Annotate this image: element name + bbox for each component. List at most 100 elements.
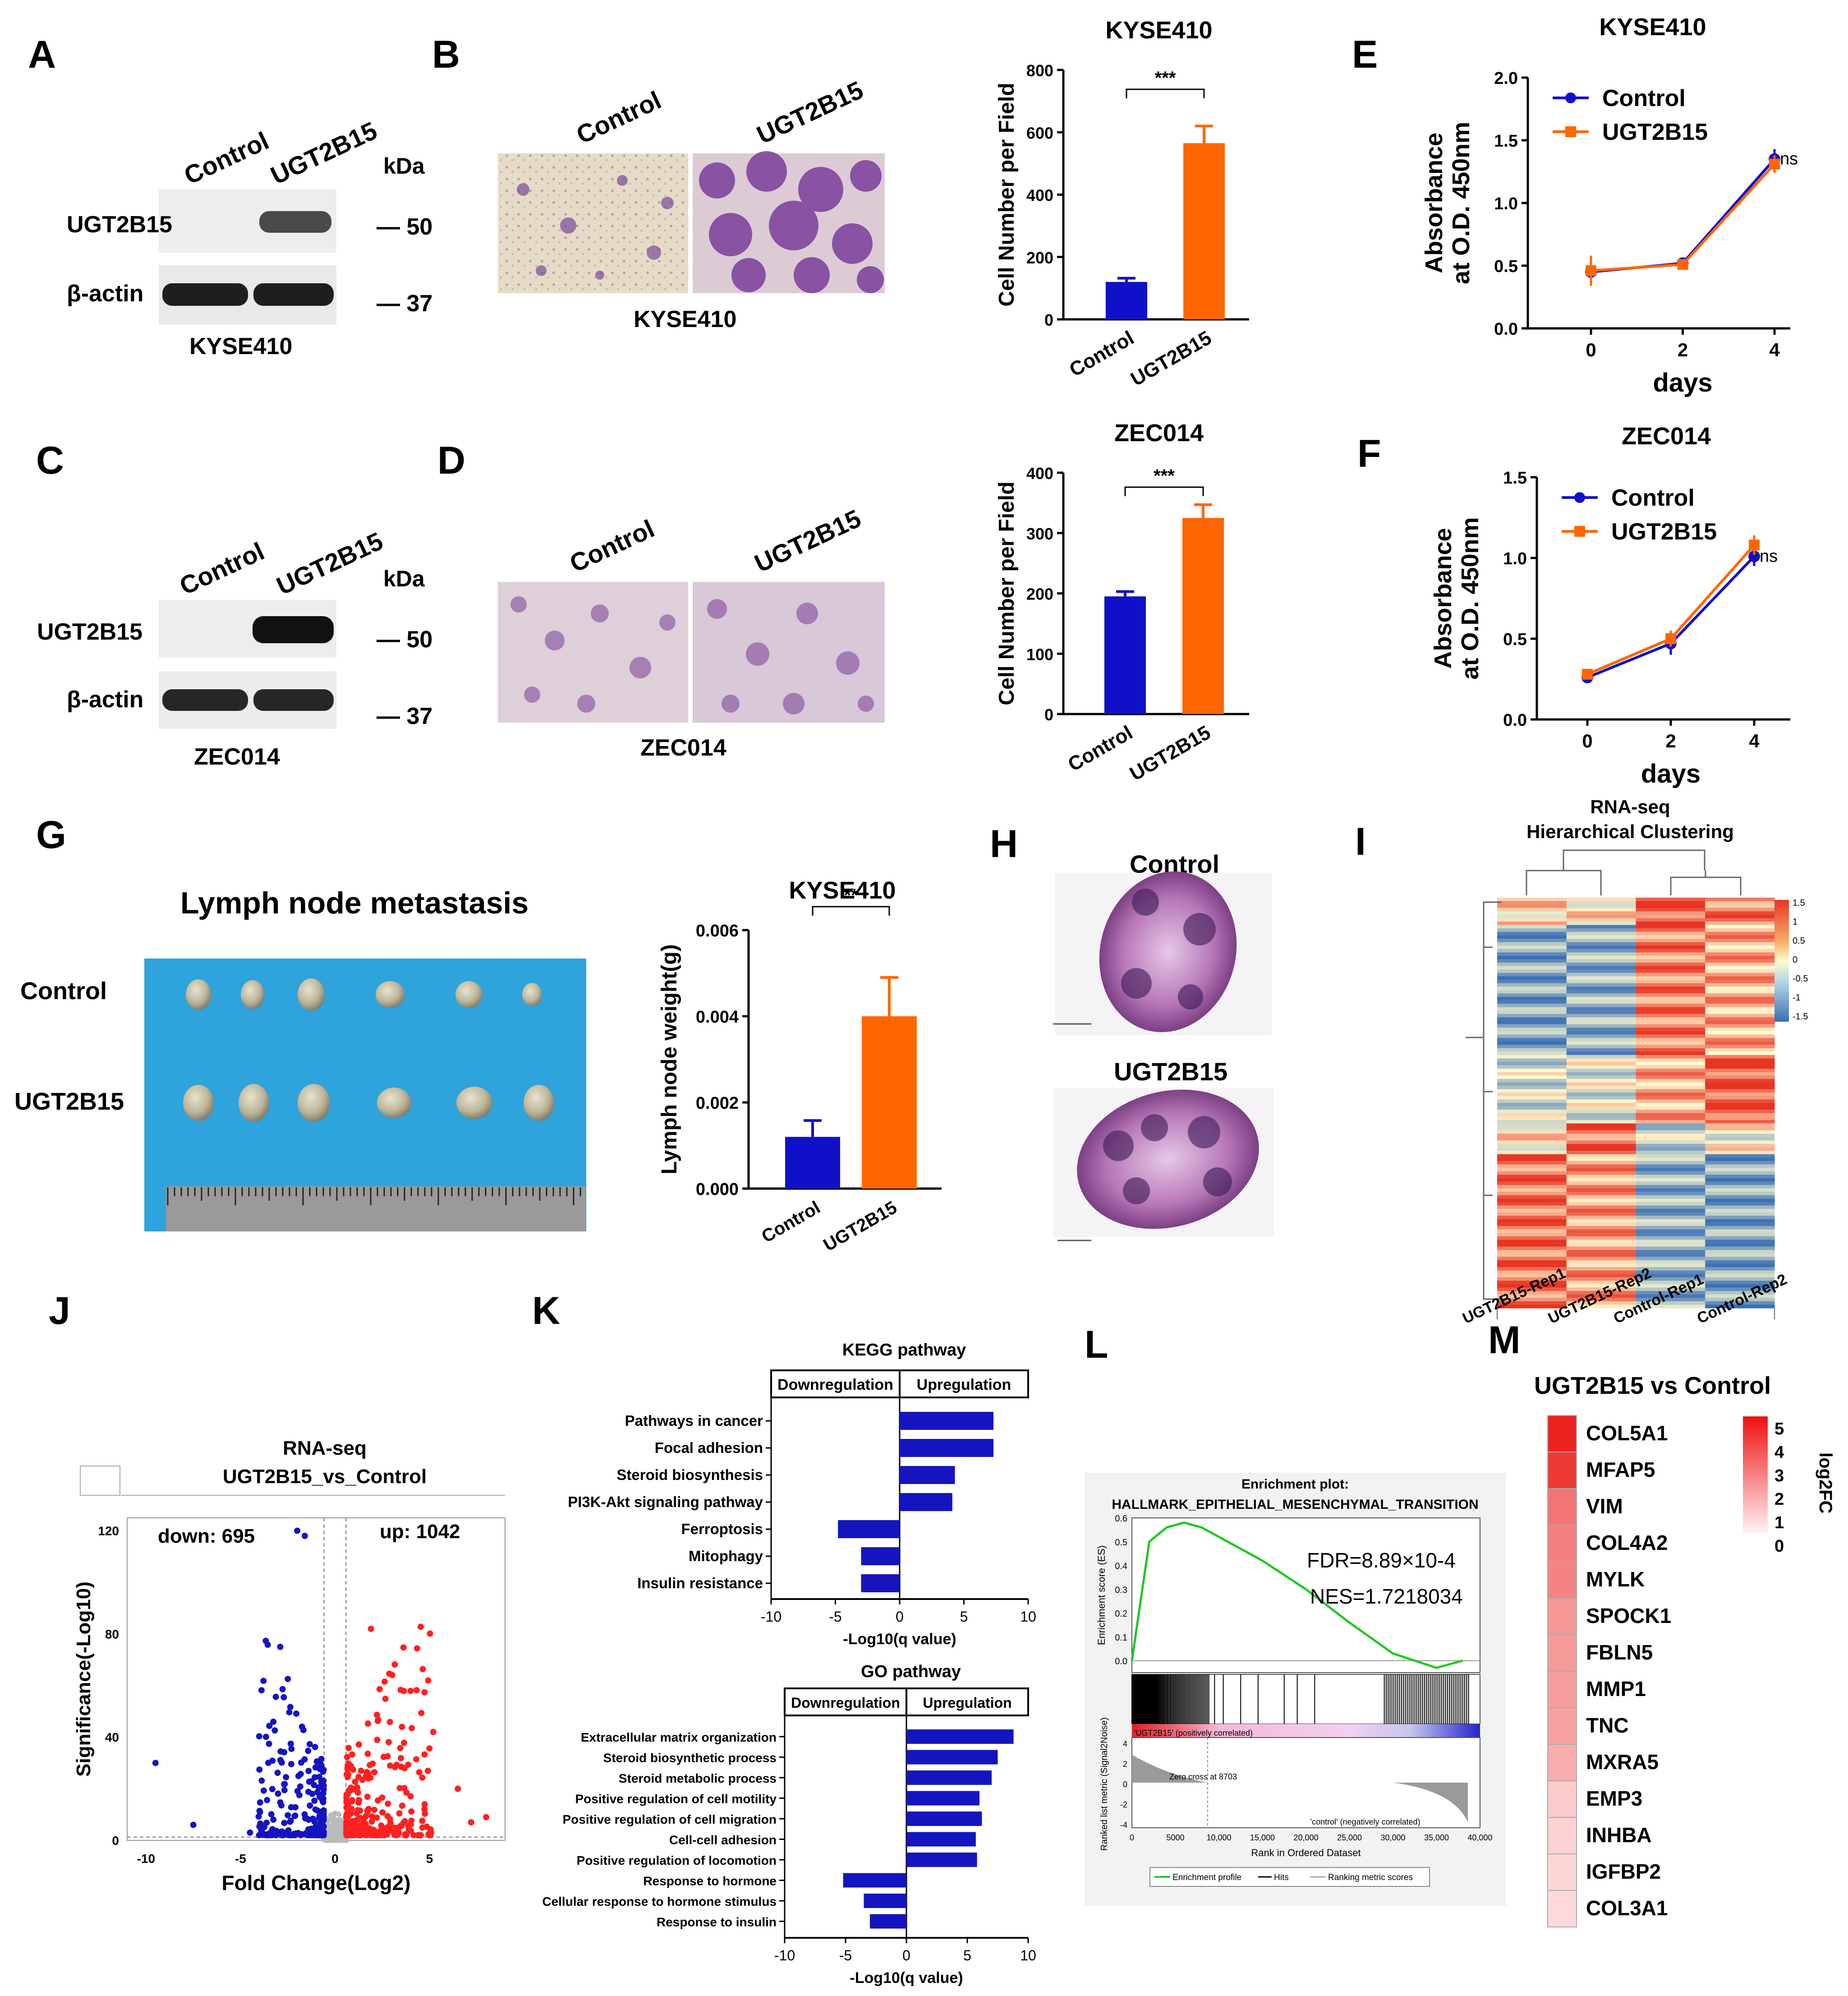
up-point (419, 1824, 426, 1831)
blot-col-ugt2b15: UGT2B15 (272, 526, 387, 600)
heatmap-cell (1566, 980, 1636, 984)
down-point (271, 1727, 278, 1734)
heatmap-cell (1497, 1192, 1567, 1196)
heatmap-cell (1497, 1110, 1567, 1114)
heatmap-cell (1566, 1240, 1636, 1244)
header-down: Downregulation (777, 1376, 893, 1393)
heatmap-cell (1497, 959, 1567, 963)
down-point (258, 1777, 265, 1784)
heatmap-cell (1636, 1281, 1705, 1285)
heatmap-cell (1636, 922, 1705, 926)
transwell-cell-line: ZEC014 (640, 735, 726, 761)
kda-label: kDa (383, 566, 425, 591)
up-point (400, 1644, 407, 1651)
legend-marker (1574, 492, 1585, 503)
heatmap-cell (1566, 1041, 1636, 1045)
heatmap-cell (1497, 1175, 1567, 1179)
heatmap-cell (1705, 959, 1775, 963)
heatmap-cell (1705, 1144, 1775, 1148)
heatmap-cell (1705, 1028, 1775, 1032)
heatmap-cell (1566, 1037, 1636, 1042)
heatmap-cell (1636, 1004, 1705, 1008)
heatmap-cell (1566, 1055, 1636, 1059)
x-tick-label: 10 (1020, 1609, 1036, 1625)
m-gene-label: INHBA (1586, 1823, 1652, 1847)
heatmap-cell (1705, 925, 1775, 929)
y-tick-label: 2.0 (1494, 69, 1518, 88)
blot-row-actin: β-actin (67, 687, 143, 713)
gsea-nes: NES=1.7218034 (1310, 1585, 1463, 1608)
outlier-point (455, 1785, 461, 1792)
up-point (357, 1807, 363, 1814)
heatmap-cell (1636, 1222, 1705, 1226)
heatmap-cell (1566, 918, 1636, 922)
lymph-node-ugt2b15 (298, 1084, 330, 1122)
up-point (391, 1764, 398, 1770)
panel-label-m: M (1488, 1318, 1521, 1362)
heatmap-cell (1566, 990, 1636, 994)
heatmap-cell (1636, 969, 1705, 973)
heatmap-cell (1566, 996, 1636, 1000)
heatmap-cell (1705, 1113, 1775, 1117)
heatmap-cell (1705, 1048, 1775, 1052)
heatmap-cell (1636, 1161, 1705, 1165)
heatmap-cell (1566, 1233, 1636, 1237)
up-point (346, 1787, 353, 1793)
series-line-ugt2b15 (1591, 163, 1776, 272)
heatmap-cell (1497, 1270, 1567, 1274)
heatmap-cell (1566, 1287, 1636, 1291)
m-legend-bar (1743, 1416, 1768, 1534)
up-point (368, 1818, 375, 1825)
significance-stars: *** (1155, 68, 1176, 88)
heatmap-cell (1497, 942, 1567, 946)
heatmap-cell (1705, 1134, 1775, 1138)
down-point (281, 1820, 288, 1826)
heatmap-cell (1497, 990, 1567, 994)
chart-title: ZEC014 (1114, 419, 1204, 447)
lymph-node-ugt2b15 (456, 1087, 492, 1119)
heatmap-legend-tick: -0.5 (1793, 974, 1808, 984)
heatmap-cell (1566, 1151, 1636, 1155)
heatmap-cell (1566, 1281, 1636, 1285)
x-tick-label: -10 (137, 1852, 155, 1866)
heatmap-cell (1705, 952, 1775, 956)
pos-corr-label: 'UGT2B15' (positively correlated) (1134, 1729, 1253, 1738)
heatmap-cell (1705, 1199, 1775, 1203)
chart-k-kegg: KEGG pathway Downregulation Upregulation -1… (568, 1341, 1036, 1648)
up-point (357, 1832, 364, 1839)
panel-label-b: B (432, 33, 460, 76)
up-point (365, 1770, 372, 1777)
row-ugt2b15: UGT2B15 (14, 1088, 124, 1115)
pathway-bar (900, 1493, 952, 1511)
heatmap-cell (1705, 1004, 1775, 1008)
heatmap-cell (1636, 1051, 1705, 1056)
panel-b-images: Control UGT2B15 KYSE410 (498, 75, 885, 332)
heatmap-cell (1566, 1123, 1636, 1127)
up-point (401, 1785, 408, 1792)
heatmap-cell (1497, 945, 1567, 950)
up-point (399, 1802, 405, 1809)
heatmap-cell (1497, 1130, 1567, 1134)
up-point (396, 1785, 403, 1792)
heatmap-cell (1705, 1103, 1775, 1107)
down-point (256, 1766, 263, 1773)
up-point (426, 1745, 433, 1752)
up-point (357, 1815, 363, 1821)
heatmap-cell (1636, 1034, 1705, 1038)
chart-g-lymph-weight: KYSE410 0.000 0.002 0.004 0.006 Lymph node we… (657, 877, 942, 1255)
heatmap-cell (1636, 1233, 1705, 1237)
heatmap-cell (1705, 1188, 1775, 1192)
heatmap-cell (1705, 1192, 1775, 1196)
heatmap-cell (1566, 1110, 1636, 1114)
heatmap-cell (1705, 1062, 1775, 1066)
m-cell (1547, 1707, 1577, 1745)
chart-e-kyse410-proliferation: KYSE410 0.0 0.5 1.0 1.5 2.0 0 2 4 days Absorbance a… (1420, 14, 1798, 397)
panel-label-g: G (36, 813, 66, 857)
m-cell (1547, 1598, 1577, 1635)
heatmap-cell (1497, 1157, 1567, 1162)
up-point (409, 1725, 415, 1732)
up-point (389, 1672, 395, 1678)
panel-m: UGT2B15 vs Control COL5A1 MFAP5 VIM COL4A2 M… (1534, 1372, 1835, 1927)
heatmap-cell (1705, 1175, 1775, 1179)
m-gene-label: IGFBP2 (1586, 1860, 1661, 1883)
